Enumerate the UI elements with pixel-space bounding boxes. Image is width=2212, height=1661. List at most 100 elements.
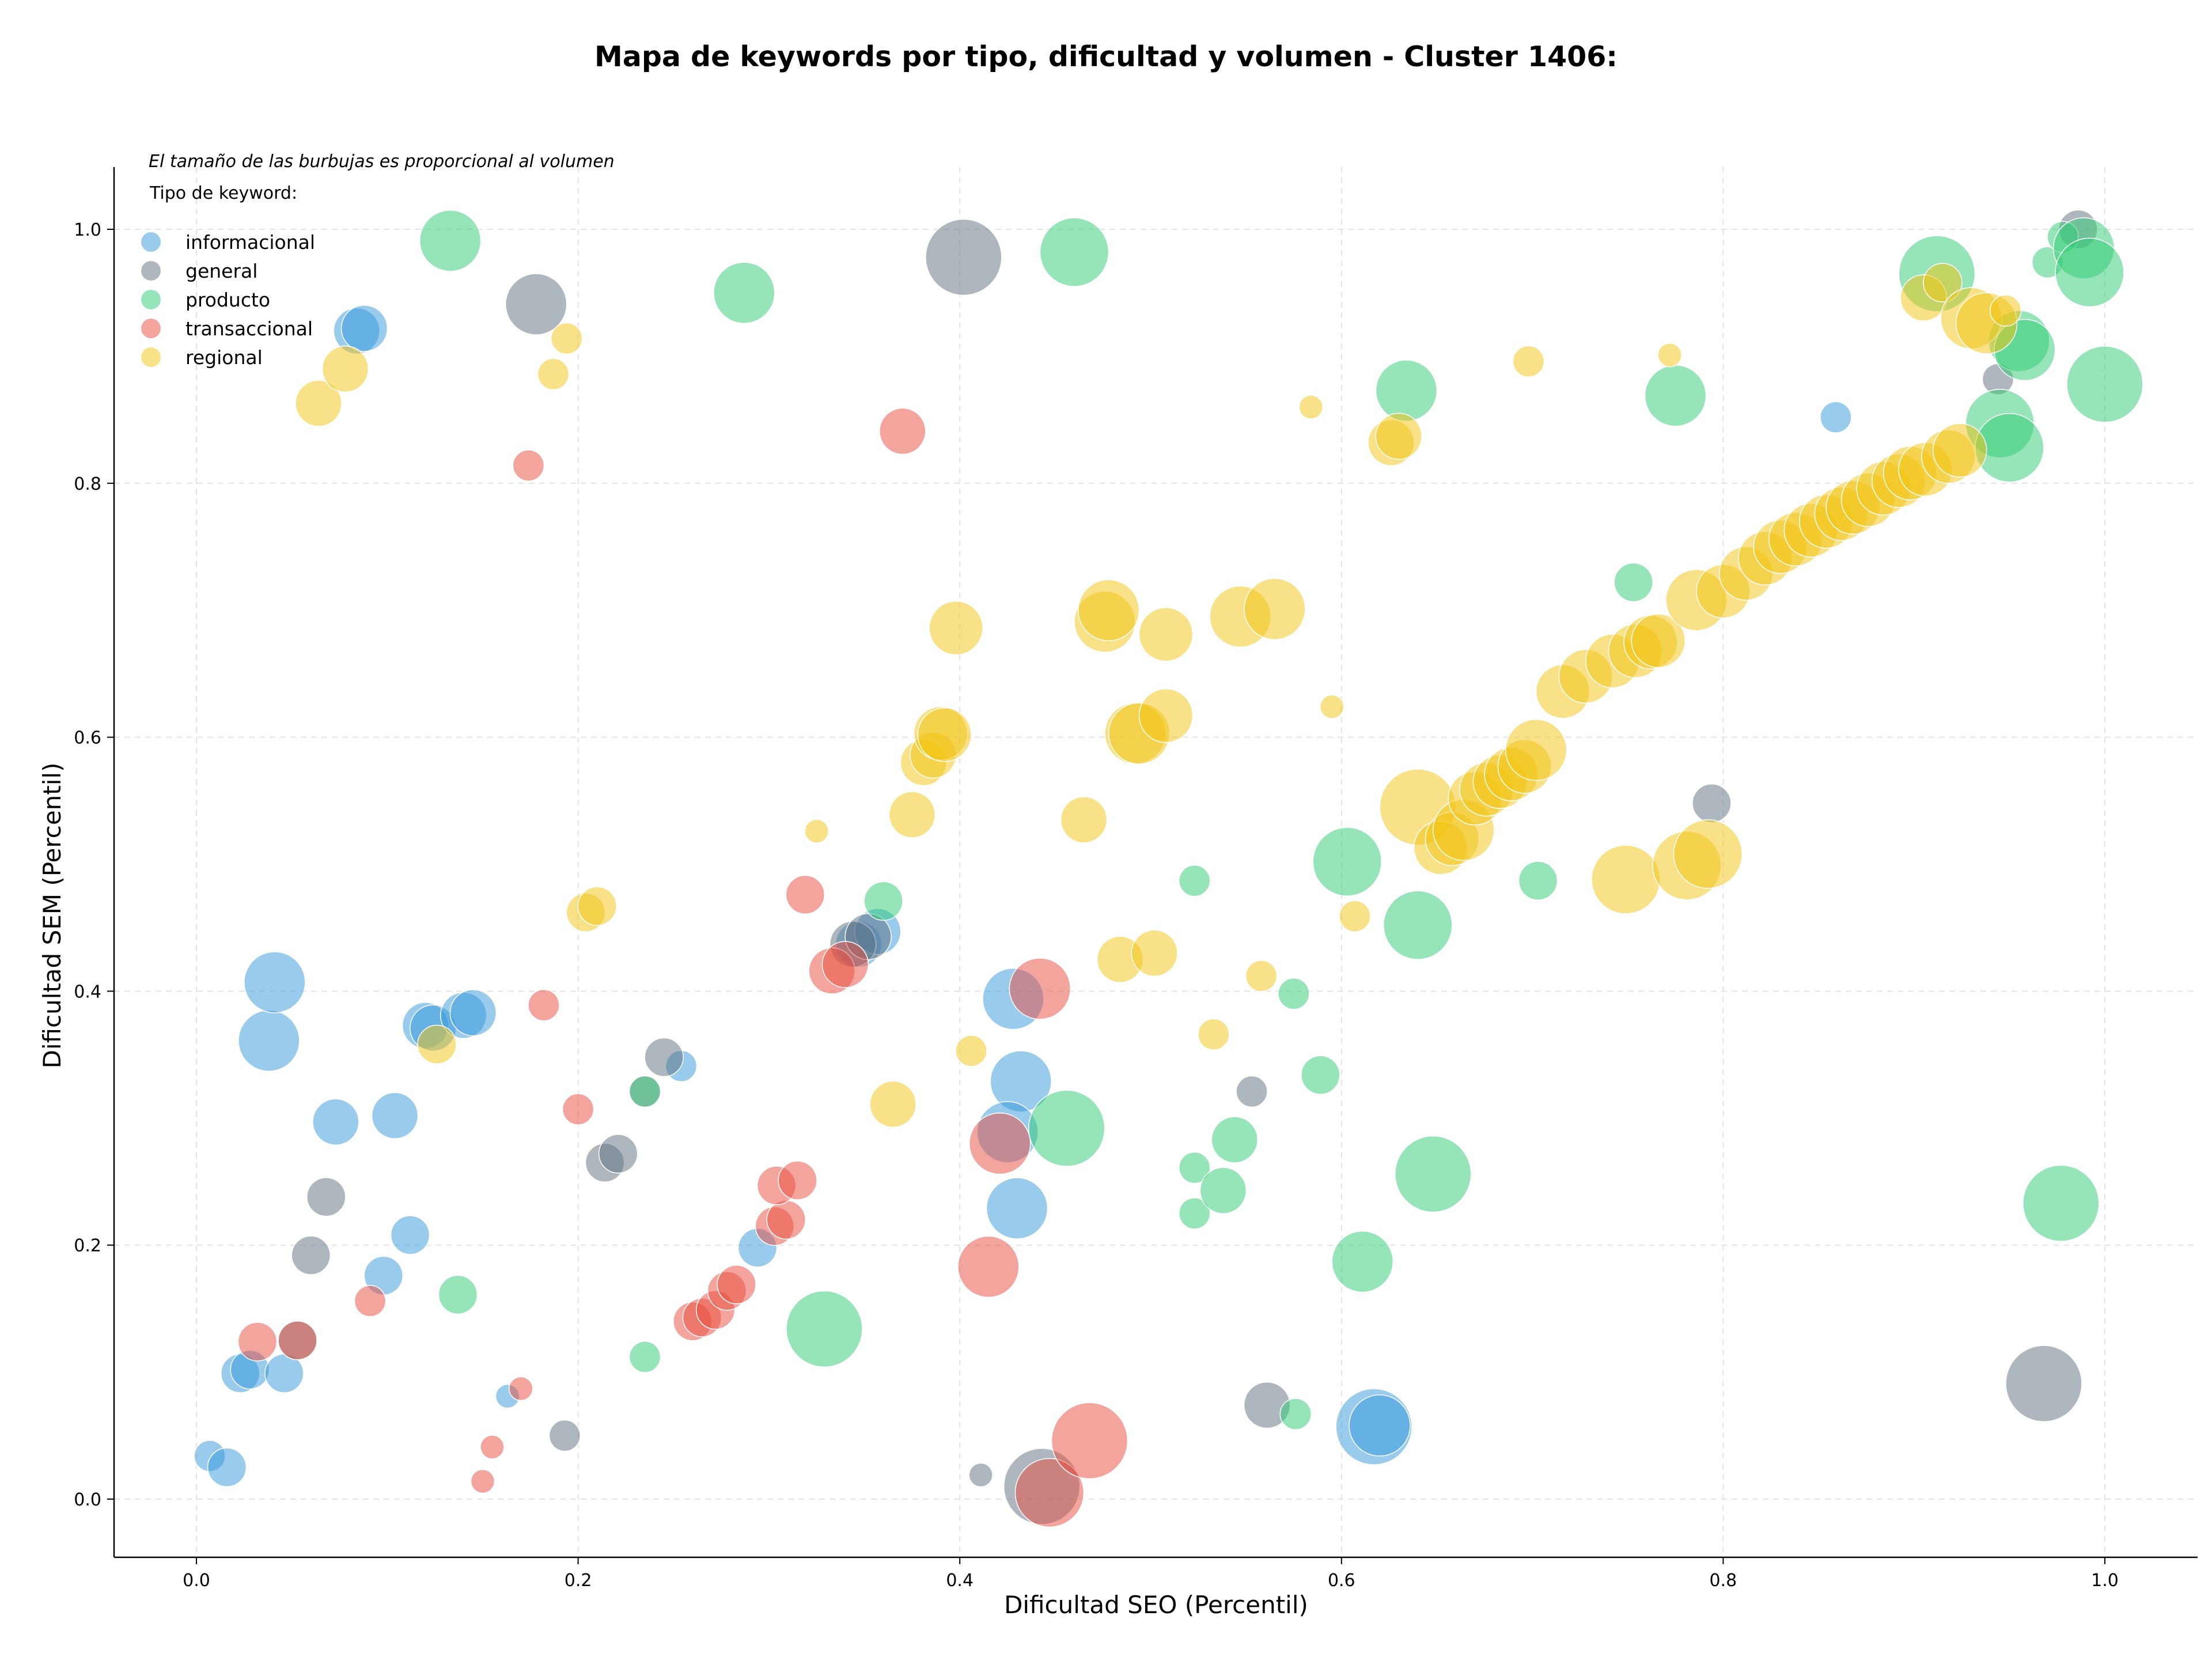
x-tick-label: 0.4 [946,1571,974,1591]
x-tick-label: 0.0 [183,1571,210,1591]
bubble-regional [1138,688,1194,743]
bubble-producto [2055,237,2124,308]
bubble-regional [1298,395,1324,419]
legend: informacional general producto transacciona… [141,231,315,369]
bubble-regional [321,345,369,393]
bubble-transaccional [717,1265,756,1304]
bubble-general [968,1462,993,1488]
bubble-transaccional [1051,1402,1128,1480]
bubble-regional [1673,819,1743,889]
bubble-regional [1505,718,1567,781]
bubble-informacional [449,989,497,1036]
bubble-transaccional [278,1321,317,1360]
bubble-regional [1923,263,1963,302]
bubble-informacional [371,1092,419,1140]
bubble-producto [1383,890,1453,960]
bubble-transaccional [470,1469,495,1494]
bubble-transaccional [1014,1458,1085,1528]
bubble-informacional [1349,1394,1411,1456]
bubble-regional [1631,613,1686,668]
bubble-regional [537,358,570,391]
bubble-producto [1518,861,1558,901]
bubble-regional [1591,845,1661,914]
bubble-transaccional [766,1200,806,1240]
bubble-regional [1244,578,1306,640]
chart-title: Mapa de keywords por tipo, dificultad y … [594,40,1618,73]
bubble-transaccional [480,1435,505,1459]
bubble-regional [295,380,342,427]
bubble-regional [888,791,936,838]
bubble-regional [1060,796,1108,843]
bubble-general [644,1037,684,1077]
bubble-regional [1989,294,2022,327]
bubble-producto [1331,1231,1393,1293]
bubble-producto [713,262,775,324]
bubble-producto [1039,217,1109,287]
bubble-informacional [244,951,306,1013]
bubble-producto [419,210,482,272]
bubble-producto [1278,978,1310,1010]
bubble-informacional [312,1098,359,1146]
bubble-producto [628,1341,661,1373]
bubble-producto [1312,827,1382,896]
bubble-producto [1211,1116,1259,1164]
legend-label-general: general [185,260,257,282]
bubble-regional [1339,900,1371,933]
legend-marker-informacional [141,232,161,252]
bubble-producto [1178,864,1211,897]
bubble-producto [2022,1164,2100,1242]
bubble-regional [1657,342,1682,368]
bubble-transaccional [512,449,545,482]
bubble-regional [550,322,583,355]
y-tick-label: 0.6 [74,728,101,748]
bubble-transaccional [528,989,560,1021]
bubble-regional [417,1024,457,1065]
bubble-regional [577,886,617,926]
bubble-regional [1077,579,1140,641]
bubble-informacional [340,305,388,352]
bubble-transaccional [562,1093,594,1126]
bubble-producto [1178,1152,1211,1184]
bubble-regional [869,1080,916,1128]
bubble-producto [628,1075,661,1108]
bubble-transaccional [821,941,869,988]
bubble-producto [1613,562,1653,602]
x-tick-label: 0.6 [1328,1571,1355,1591]
y-axis-label: Dificultad SEM (Percentil) [38,763,66,1069]
legend-label-informacional: informacional [185,231,315,253]
legend-label-transaccional: transaccional [185,317,313,340]
x-axis-label: Dificultad SEO (Percentil) [1004,1591,1308,1619]
bubble-transaccional [778,1160,817,1201]
bubble-regional [955,1035,987,1067]
bubble-regional [1375,413,1422,460]
bubble-general [1236,1075,1268,1108]
bubble-general [1692,783,1732,823]
bubble-transaccional [237,1322,278,1361]
bubble-regional [1319,694,1344,719]
x-tick-label: 1.0 [2091,1571,2119,1591]
bubble-producto [1199,1167,1247,1214]
legend-marker-producto [141,290,161,309]
bubble-regional [1932,423,1987,478]
bubble-producto [786,1290,863,1368]
bubble-regional [1245,960,1278,992]
legend-marker-transaccional [141,319,161,338]
y-tick-label: 0.4 [74,982,101,1002]
bubble-transaccional [969,1113,1031,1175]
axes [107,167,2198,1564]
bubble-transaccional [785,875,825,915]
x-tick-label: 0.2 [565,1571,592,1591]
tick-labels: 0.0 0.0 0.2 0.2 0.4 0.4 0.6 0.6 0.8 0.8 1.0 1.0 [74,220,2119,1591]
bubble-general [598,1134,638,1174]
bubble-regional [1198,1018,1230,1051]
bubble-regional [1138,607,1194,662]
bubble-transaccional [879,407,926,455]
y-tick-label: 0.8 [74,474,101,494]
bubble-producto [438,1274,478,1315]
bubble-informacional [238,1009,300,1072]
bubble-producto [1028,1089,1105,1167]
x-tick-label: 0.8 [1710,1571,1737,1591]
legend-marker-general [141,261,161,281]
bubble-size-note: El tamaño de las burbujas es proporciona… [149,152,615,172]
